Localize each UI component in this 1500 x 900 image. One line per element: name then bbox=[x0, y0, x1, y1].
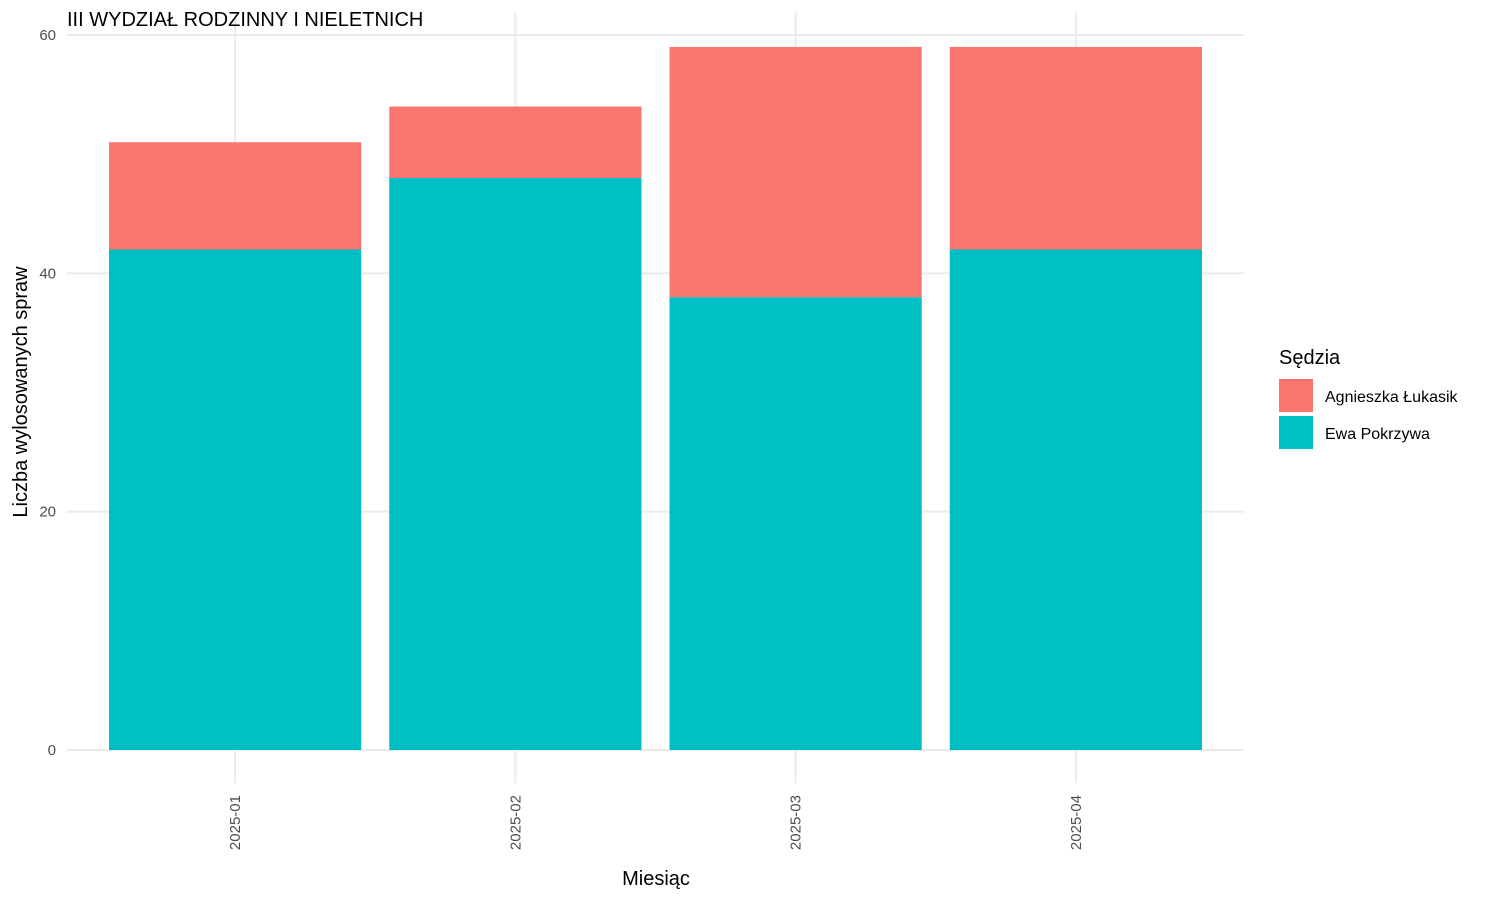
y-tick-label: 20 bbox=[39, 504, 56, 521]
bar-2025-03-ewa-pokrzywa bbox=[669, 297, 922, 750]
x-tick-label: 2025-04 bbox=[1068, 795, 1085, 850]
x-axis-title: Miesiąc bbox=[622, 868, 690, 890]
bars bbox=[109, 46, 1202, 750]
y-axis-title: Liczba wylosowanych spraw bbox=[10, 266, 32, 518]
legend-key-agnieszka-lukasik bbox=[1279, 379, 1313, 412]
y-tick-label: 60 bbox=[39, 27, 56, 44]
x-tick-label: 2025-03 bbox=[788, 795, 805, 850]
y-tick-label: 40 bbox=[39, 265, 56, 282]
x-tick-label: 2025-02 bbox=[507, 795, 524, 850]
bar-2025-04-ewa-pokrzywa bbox=[949, 249, 1202, 750]
y-axis-ticks: 0 20 40 60 bbox=[39, 27, 56, 759]
bar-2025-02-ewa-pokrzywa bbox=[389, 178, 642, 750]
bar-2025-02-agnieszka-lukasik bbox=[389, 106, 642, 178]
legend: Sędzia Agnieszka Łukasik Ewa Pokrzywa bbox=[1279, 347, 1459, 449]
legend-label-ewa-pokrzywa: Ewa Pokrzywa bbox=[1325, 426, 1430, 443]
legend-key-ewa-pokrzywa bbox=[1279, 416, 1313, 449]
bar-2025-03-agnieszka-lukasik bbox=[669, 46, 922, 298]
legend-label-agnieszka-lukasik: Agnieszka Łukasik bbox=[1325, 389, 1459, 406]
bar-2025-01-agnieszka-lukasik bbox=[109, 142, 362, 250]
y-tick-label: 0 bbox=[48, 742, 56, 759]
bar-2025-04-agnieszka-lukasik bbox=[949, 46, 1202, 250]
x-axis-ticks: 2025-01 2025-02 2025-03 2025-04 bbox=[227, 795, 1085, 850]
legend-title: Sędzia bbox=[1279, 347, 1341, 369]
x-tick-label: 2025-01 bbox=[227, 795, 244, 850]
chart-title: III WYDZIAŁ RODZINNY I NIELETNICH bbox=[67, 9, 423, 31]
bar-2025-01-ewa-pokrzywa bbox=[109, 249, 362, 750]
